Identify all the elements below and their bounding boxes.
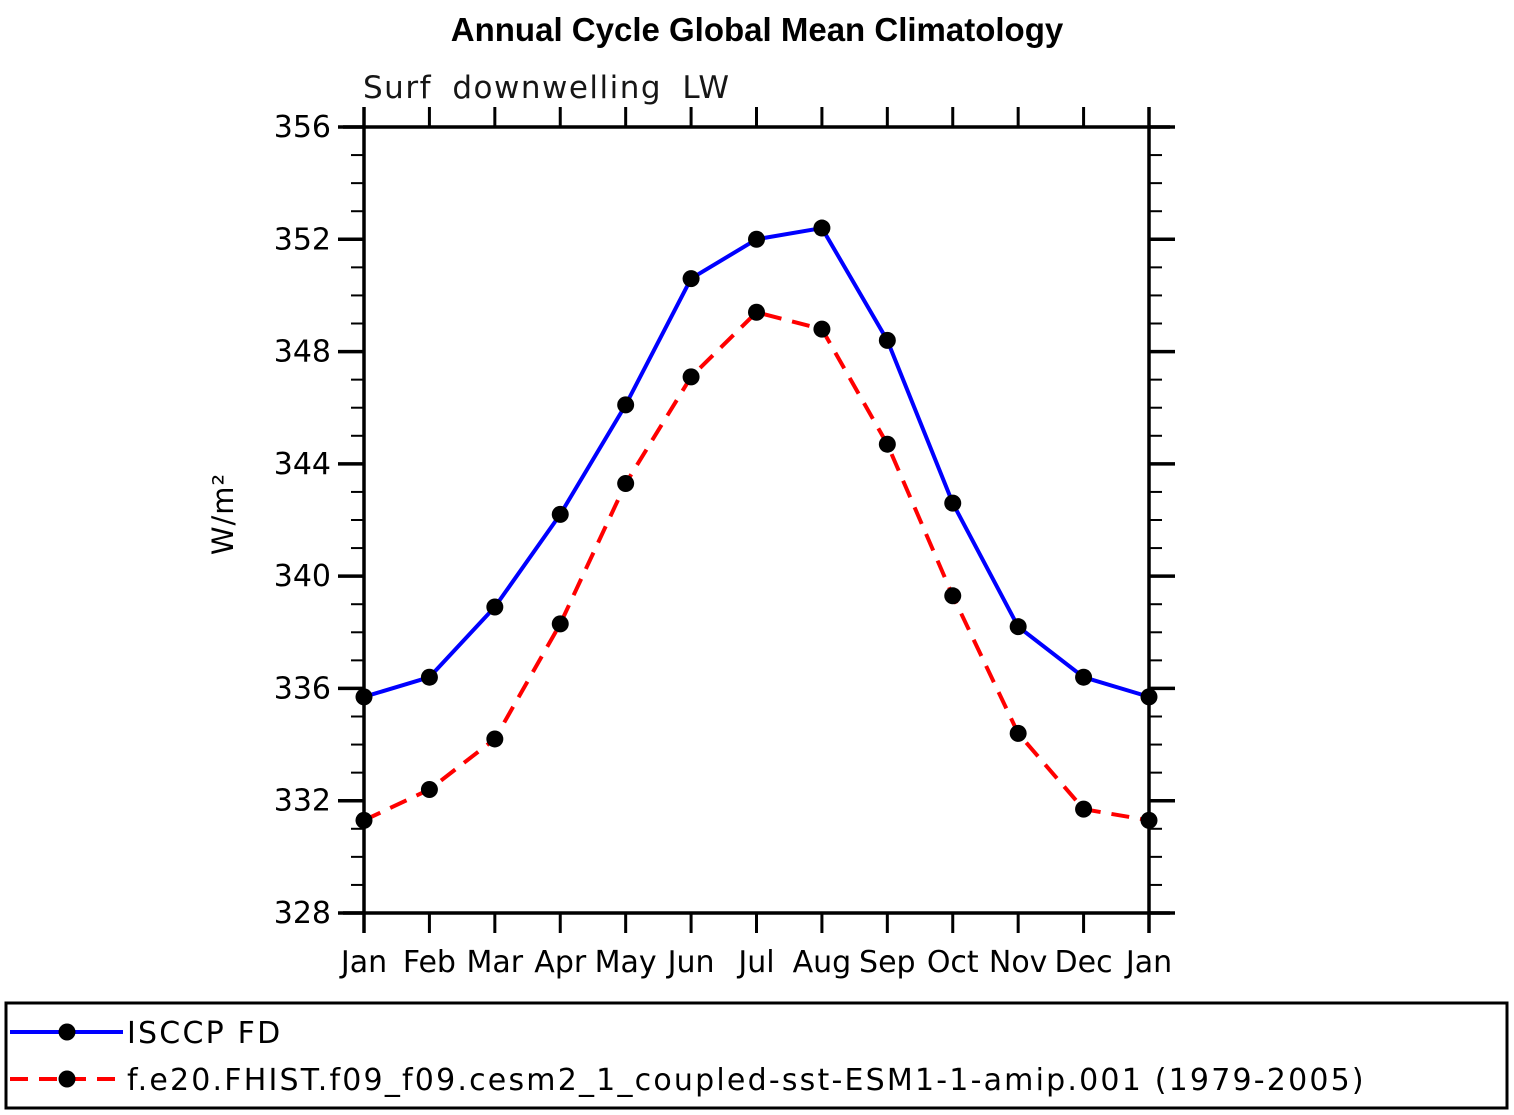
legend: ISCCP FD f.e20.FHIST.f09_f09.cesm2_1_cou… [4, 1001, 1509, 1110]
data-point-marker [682, 270, 700, 288]
data-point-marker [486, 598, 504, 616]
data-point-marker [617, 396, 635, 414]
legend-label-isccp-fd: ISCCP FD [127, 1016, 282, 1051]
x-tick-label: Sep [859, 945, 916, 980]
legend-label-model-run: f.e20.FHIST.f09_f09.cesm2_1_coupled-sst-… [127, 1063, 1366, 1098]
y-tick-label: 328 [274, 896, 331, 931]
data-point-marker [355, 811, 373, 829]
y-tick-label: 352 [274, 222, 331, 257]
data-point-marker [813, 320, 831, 338]
y-tick-label: 332 [274, 784, 331, 819]
legend-marker-dot-icon [58, 1023, 76, 1041]
y-tick-label: 340 [274, 559, 331, 594]
x-tick-label: Mar [467, 945, 524, 980]
data-point-marker [748, 230, 765, 248]
data-point-marker [1075, 668, 1093, 686]
data-point-marker [420, 668, 438, 686]
x-tick-label: Jan [1124, 945, 1172, 980]
y-tick-label: 336 [274, 671, 331, 706]
data-point-marker [551, 505, 569, 523]
x-tick-label: Oct [927, 945, 979, 980]
data-point-marker [486, 730, 504, 748]
legend-item-isccp-fd: ISCCP FD [10, 1016, 282, 1051]
data-point-marker [1140, 688, 1158, 706]
x-axis-tick-labels: Jan Feb Mar Apr May Jun Jul Aug Sep Oct Nov Dec Jan [339, 945, 1172, 980]
y-tick-label: 356 [274, 110, 331, 145]
data-point-marker [878, 331, 896, 349]
x-tick-label: Feb [403, 945, 456, 980]
data-point-marker [420, 780, 438, 798]
series-0 [355, 219, 1158, 706]
x-tick-label: Jan [339, 945, 387, 980]
chart-subtitle: Surf downwelling LW [363, 70, 731, 106]
y-axis-label: W/m² [206, 473, 240, 555]
x-tick-label: Jul [736, 945, 774, 980]
data-point-marker [944, 494, 962, 512]
x-tick-label: Aug [793, 945, 852, 980]
data-point-marker [748, 303, 765, 321]
data-point-marker [878, 435, 896, 453]
y-axis-ticks [338, 125, 1175, 915]
x-tick-label: May [595, 945, 657, 980]
data-point-marker [551, 615, 569, 633]
x-axis-ticks [362, 107, 1151, 933]
data-point-marker [1140, 811, 1158, 829]
data-point-marker [1075, 800, 1093, 818]
legend-marker-dot-icon [58, 1070, 76, 1088]
data-point-marker [355, 688, 373, 706]
data-point-marker [813, 219, 831, 237]
x-tick-label: Apr [534, 945, 587, 980]
y-tick-label: 348 [274, 335, 331, 370]
x-tick-label: Nov [989, 945, 1048, 980]
data-point-marker [944, 587, 962, 605]
x-tick-label: Dec [1055, 945, 1113, 980]
x-tick-label: Jun [666, 945, 715, 980]
data-point-marker [617, 475, 635, 493]
legend-item-model-run: f.e20.FHIST.f09_f09.cesm2_1_coupled-sst-… [10, 1063, 1366, 1098]
data-series [355, 219, 1158, 829]
data-point-marker [1009, 724, 1027, 742]
y-tick-label: 344 [274, 447, 331, 482]
chart-title: Annual Cycle Global Mean Climatology [451, 11, 1064, 48]
series-1 [355, 303, 1158, 829]
legend-box [4, 1001, 1509, 1110]
y-axis-tick-labels: 328 332 336 340 344 348 352 356 [274, 110, 331, 931]
data-point-marker [1009, 618, 1027, 636]
data-point-marker [682, 368, 700, 386]
